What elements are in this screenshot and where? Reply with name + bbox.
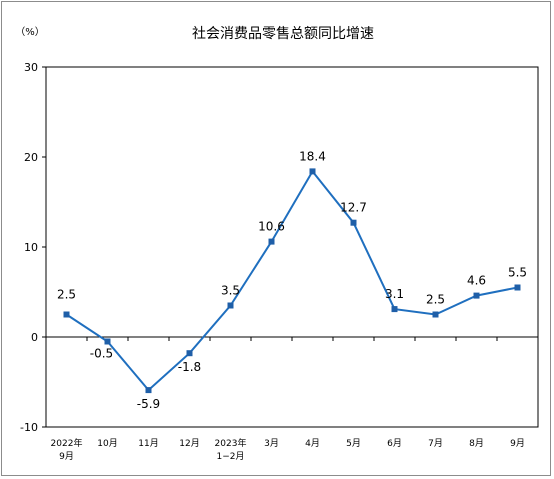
data-point — [309, 168, 316, 175]
series-line — [65, 169, 518, 392]
data-label: 2.5 — [57, 288, 76, 302]
data-point — [432, 311, 439, 318]
x-tick-label: 2022年 — [51, 437, 83, 449]
data-point — [350, 219, 357, 226]
data-label: 5.5 — [508, 266, 527, 280]
data-label: 12.7 — [340, 201, 367, 215]
y-tick-label: 30 — [24, 61, 38, 74]
data-point — [63, 311, 70, 318]
data-point — [514, 284, 521, 291]
data-point — [145, 387, 152, 394]
x-tick-label: 5月 — [346, 438, 361, 449]
plot-border — [45, 66, 539, 428]
data-label: 4.6 — [467, 274, 486, 288]
x-tick-label: 8月 — [469, 438, 484, 449]
x-tick-label: 10月 — [97, 438, 117, 449]
data-label: 3.1 — [385, 287, 404, 301]
x-tick-label: 6月 — [387, 438, 402, 449]
data-label: -0.5 — [90, 347, 113, 361]
data-label: 2.5 — [426, 293, 445, 307]
plot-area: -10 0 10 20 30 2022年 9月 10月 11月 12月 2023年 1−2月 3月 4月 5… — [20, 61, 539, 462]
data-label: 18.4 — [299, 149, 326, 163]
x-tick-label: 9月 — [510, 438, 525, 449]
data-label: -5.9 — [137, 397, 160, 411]
data-label: 3.5 — [221, 284, 240, 298]
x-tick-label: 4月 — [305, 438, 320, 449]
y-tick-label: 20 — [24, 151, 38, 164]
y-unit-label: （%） — [15, 26, 45, 38]
data-label: -1.8 — [178, 360, 201, 374]
data-point — [227, 302, 234, 309]
data-point — [186, 350, 193, 357]
y-tick-label: 0 — [31, 331, 38, 344]
x-tick-label: 7月 — [428, 438, 443, 449]
data-point — [391, 306, 398, 313]
y-tick-label: 10 — [24, 241, 38, 254]
data-label: 10.6 — [258, 220, 285, 234]
data-point — [104, 338, 111, 345]
x-tick-label: 12月 — [179, 438, 199, 449]
data-point — [268, 238, 275, 245]
x-tick-label: 3月 — [264, 438, 279, 449]
x-tick-label: 11月 — [138, 438, 158, 449]
x-tick-label: 9月 — [59, 451, 74, 462]
x-tick-label: 2023年 — [215, 437, 247, 449]
chart-title: 社会消费品零售总额同比增速 — [192, 26, 374, 42]
x-tick-label: 1−2月 — [217, 451, 245, 462]
data-point — [473, 292, 480, 299]
y-tick-label: -10 — [20, 421, 38, 434]
